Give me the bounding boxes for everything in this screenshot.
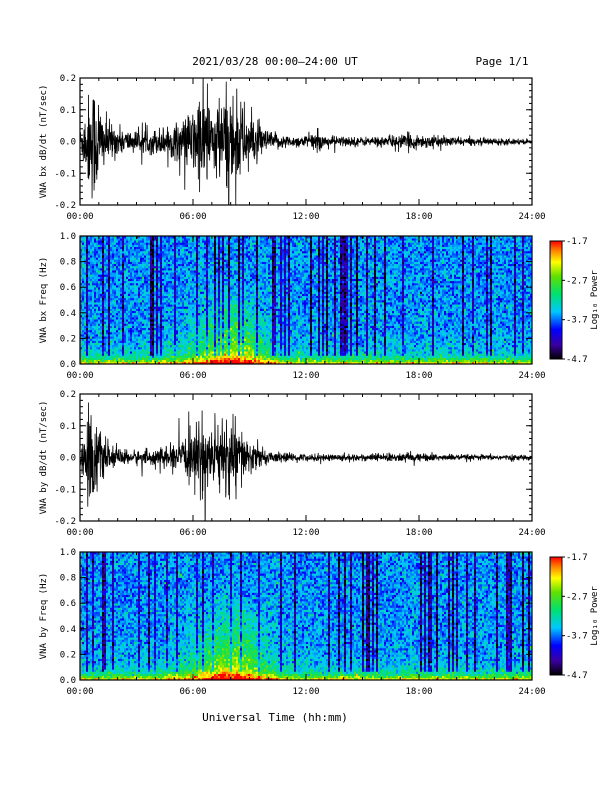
colorbar (549, 556, 563, 676)
colorbar-tick-label: -4.7 (566, 355, 588, 365)
figure-title: 2021/03/28 00:00–24:00 UT (192, 55, 358, 68)
x-axis-label: Universal Time (hh:mm) (202, 711, 348, 724)
colorbar-label: Log₁₀ Power (590, 586, 600, 646)
spectrogram-cells (80, 552, 533, 681)
x-tick-label: 12:00 (292, 212, 319, 222)
y-axis-label: VNA bx Freq (Hz) (39, 257, 49, 344)
bx-waveform-panel: 0.2 0.1 0.0 -0.1 -0.200:00 06:00 12:00 18:00 24:… (39, 74, 546, 222)
x-tick-label: 06:00 (179, 687, 206, 697)
colorbar-tick-label: -3.7 (566, 316, 588, 326)
y-tick-label: 0.8 (60, 258, 76, 268)
bx-spectrogram-panel: 1.0 0.8 0.6 0.4 0.2 0.000:00 06:00 12:00 18:00 24… (39, 232, 600, 381)
y-tick-label: 0.2 (60, 74, 76, 84)
y-tick-label: 0.1 (60, 422, 76, 432)
colorbar-tick-label: -2.7 (566, 592, 588, 602)
y-axis-label: VNA bx dB/dt (nT/sec) (39, 85, 49, 199)
y-tick-label: 0.4 (60, 309, 76, 319)
y-tick-label: 0.2 (60, 390, 76, 400)
colorbar-tick-label: -1.7 (566, 237, 588, 247)
x-tick-label: 18:00 (405, 687, 432, 697)
y-axis-label: VNA by dB/dt (nT/sec) (39, 401, 49, 515)
y-axis-label: VNA by Freq (Hz) (39, 573, 49, 660)
x-tick-label: 06:00 (179, 212, 206, 222)
x-tick-label: 06:00 (179, 371, 206, 381)
page-number: Page 1/1 (476, 55, 529, 68)
by-waveform-panel: 0.2 0.1 0.0 -0.1 -0.200:00 06:00 12:00 18:00 24:… (39, 390, 546, 538)
x-tick-label: 18:00 (405, 212, 432, 222)
x-tick-label: 12:00 (292, 528, 319, 538)
x-tick-label: 00:00 (66, 528, 93, 538)
colorbar-tick-label: -4.7 (566, 671, 588, 681)
waveform-trace (80, 78, 532, 205)
x-tick-label: 24:00 (518, 212, 545, 222)
y-tick-label: -0.2 (54, 517, 76, 527)
y-tick-label: 1.0 (60, 232, 76, 242)
x-tick-label: 00:00 (66, 212, 93, 222)
colorbar-label: Log₁₀ Power (590, 270, 600, 330)
x-tick-label: 24:00 (518, 371, 545, 381)
y-tick-label: 0.0 (60, 454, 76, 464)
y-tick-label: 0.2 (60, 650, 76, 660)
colorbar-tick-label: -1.7 (566, 553, 588, 563)
y-tick-label: 0.2 (60, 334, 76, 344)
y-tick-label: 0.0 (60, 676, 76, 686)
x-tick-label: 12:00 (292, 687, 319, 697)
y-tick-label: 0.0 (60, 360, 76, 370)
x-tick-label: 00:00 (66, 687, 93, 697)
y-tick-label: -0.2 (54, 201, 76, 211)
colorbar (549, 240, 563, 360)
x-tick-label: 12:00 (292, 371, 319, 381)
y-tick-label: 0.6 (60, 283, 76, 293)
y-tick-label: 1.0 (60, 548, 76, 558)
x-tick-label: 24:00 (518, 687, 545, 697)
y-tick-label: 0.8 (60, 574, 76, 584)
waveform-trace (80, 402, 532, 521)
colorbar-tick-label: -3.7 (566, 632, 588, 642)
y-tick-label: 0.1 (60, 106, 76, 116)
x-tick-label: 18:00 (405, 528, 432, 538)
spectrogram-cells (80, 236, 533, 365)
y-tick-label: 0.4 (60, 625, 76, 635)
x-tick-label: 00:00 (66, 371, 93, 381)
by-spectrogram-panel: 1.0 0.8 0.6 0.4 0.2 0.000:00 06:00 12:00 18:00 24… (39, 548, 600, 697)
colorbar-tick-label: -2.7 (566, 276, 588, 286)
y-tick-label: 0.0 (60, 138, 76, 148)
x-tick-label: 24:00 (518, 528, 545, 538)
y-tick-label: -0.1 (54, 169, 76, 179)
y-tick-label: 0.6 (60, 599, 76, 609)
y-tick-label: -0.1 (54, 485, 76, 495)
x-tick-label: 06:00 (179, 528, 206, 538)
x-tick-label: 18:00 (405, 371, 432, 381)
